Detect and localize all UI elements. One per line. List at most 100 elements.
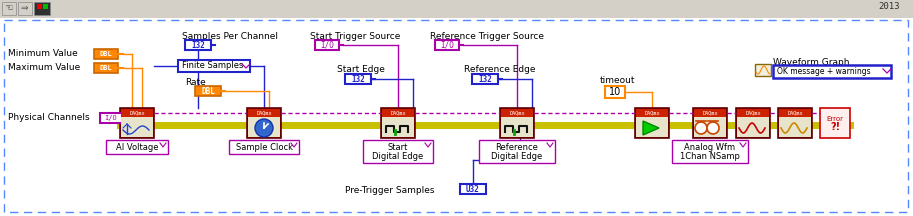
Text: Start Trigger Source: Start Trigger Source xyxy=(310,32,401,41)
Text: Digital Edge: Digital Edge xyxy=(373,152,424,161)
Bar xyxy=(248,109,280,117)
Bar xyxy=(479,140,555,163)
Text: 10: 10 xyxy=(609,87,621,97)
Text: timeout: timeout xyxy=(600,76,635,85)
Text: OK message + warnings: OK message + warnings xyxy=(777,67,871,76)
Bar xyxy=(755,64,771,76)
Bar xyxy=(636,117,668,137)
Text: Reference Edge: Reference Edge xyxy=(464,65,536,74)
Text: DAQmx: DAQmx xyxy=(702,111,718,116)
Bar xyxy=(382,109,414,117)
Bar xyxy=(636,109,668,117)
Bar xyxy=(34,2,50,15)
Bar xyxy=(501,117,533,137)
Bar xyxy=(605,86,625,98)
Circle shape xyxy=(695,122,707,134)
Text: Reference Trigger Source: Reference Trigger Source xyxy=(430,32,544,41)
Text: Start Edge: Start Edge xyxy=(337,65,385,74)
Text: Waveform Graph: Waveform Graph xyxy=(773,58,849,67)
Bar xyxy=(94,49,118,59)
Text: ?!: ?! xyxy=(830,122,840,132)
Bar xyxy=(195,86,221,96)
Bar xyxy=(229,140,299,154)
Bar xyxy=(736,108,770,138)
Bar xyxy=(2,2,16,15)
Text: 1Chan NSamp: 1Chan NSamp xyxy=(680,152,740,161)
Text: DAQmx: DAQmx xyxy=(645,111,660,116)
Text: Reference: Reference xyxy=(496,143,539,152)
Text: Samples Per Channel: Samples Per Channel xyxy=(182,32,278,41)
Bar xyxy=(178,60,250,72)
Bar xyxy=(737,117,769,137)
Bar xyxy=(693,108,727,138)
Bar xyxy=(435,40,459,50)
Bar xyxy=(106,140,168,154)
Text: DAQmx: DAQmx xyxy=(390,111,405,116)
Bar xyxy=(0,0,913,18)
Bar xyxy=(248,117,280,137)
Bar xyxy=(185,40,211,50)
Bar xyxy=(4,20,908,212)
Bar xyxy=(18,2,32,15)
Text: Start: Start xyxy=(388,143,408,152)
Circle shape xyxy=(707,122,719,134)
Bar xyxy=(94,63,118,73)
Bar xyxy=(778,108,812,138)
Bar xyxy=(779,117,811,137)
Bar xyxy=(100,113,122,123)
Text: DBL: DBL xyxy=(100,65,112,71)
Text: DAQmx: DAQmx xyxy=(509,111,525,116)
Text: I/O: I/O xyxy=(440,41,454,49)
Bar xyxy=(500,108,534,138)
Text: Finite Samples: Finite Samples xyxy=(182,62,244,70)
Bar xyxy=(820,108,850,138)
Bar xyxy=(694,109,726,117)
Bar xyxy=(121,117,153,137)
Text: Sample Clock: Sample Clock xyxy=(236,143,292,152)
Text: DAQmx: DAQmx xyxy=(129,111,145,116)
Bar xyxy=(460,184,486,194)
Bar xyxy=(120,108,154,138)
Text: 2013: 2013 xyxy=(878,2,899,11)
Text: Error: Error xyxy=(826,116,844,122)
Bar xyxy=(381,108,415,138)
Text: ☜: ☜ xyxy=(4,3,13,13)
Text: ⇒: ⇒ xyxy=(20,4,27,13)
Text: DBL: DBL xyxy=(100,51,112,57)
Bar xyxy=(773,65,891,78)
Text: I32: I32 xyxy=(352,75,365,84)
Bar xyxy=(382,117,414,137)
Text: Minimum Value: Minimum Value xyxy=(8,49,78,59)
Bar xyxy=(737,109,769,117)
Text: Physical Channels: Physical Channels xyxy=(8,113,89,122)
Text: I/O: I/O xyxy=(320,41,334,49)
Bar xyxy=(345,74,371,84)
Bar xyxy=(315,40,339,50)
Bar xyxy=(779,109,811,117)
Text: I32: I32 xyxy=(191,41,205,49)
Bar xyxy=(672,140,748,163)
Bar xyxy=(635,108,669,138)
Text: Pre-Trigger Samples: Pre-Trigger Samples xyxy=(345,186,435,195)
Text: DAQmx: DAQmx xyxy=(745,111,761,116)
Bar xyxy=(121,109,153,117)
Circle shape xyxy=(255,119,273,137)
Polygon shape xyxy=(643,121,659,135)
Text: Maximum Value: Maximum Value xyxy=(8,64,80,73)
Text: I32: I32 xyxy=(478,75,492,84)
Bar xyxy=(694,117,726,137)
Text: DBL: DBL xyxy=(201,86,215,95)
Text: U32: U32 xyxy=(466,184,480,194)
Bar xyxy=(247,108,281,138)
Text: DAQmx: DAQmx xyxy=(787,111,803,116)
Bar xyxy=(363,140,433,163)
Text: I/O: I/O xyxy=(105,115,118,121)
Text: Digital Edge: Digital Edge xyxy=(491,152,542,161)
Text: DAQmx: DAQmx xyxy=(257,111,272,116)
Bar xyxy=(472,74,498,84)
Text: AI Voltage: AI Voltage xyxy=(116,143,158,152)
Text: Rate: Rate xyxy=(185,78,205,87)
Bar xyxy=(43,4,48,9)
Bar xyxy=(37,4,42,9)
Bar xyxy=(501,109,533,117)
